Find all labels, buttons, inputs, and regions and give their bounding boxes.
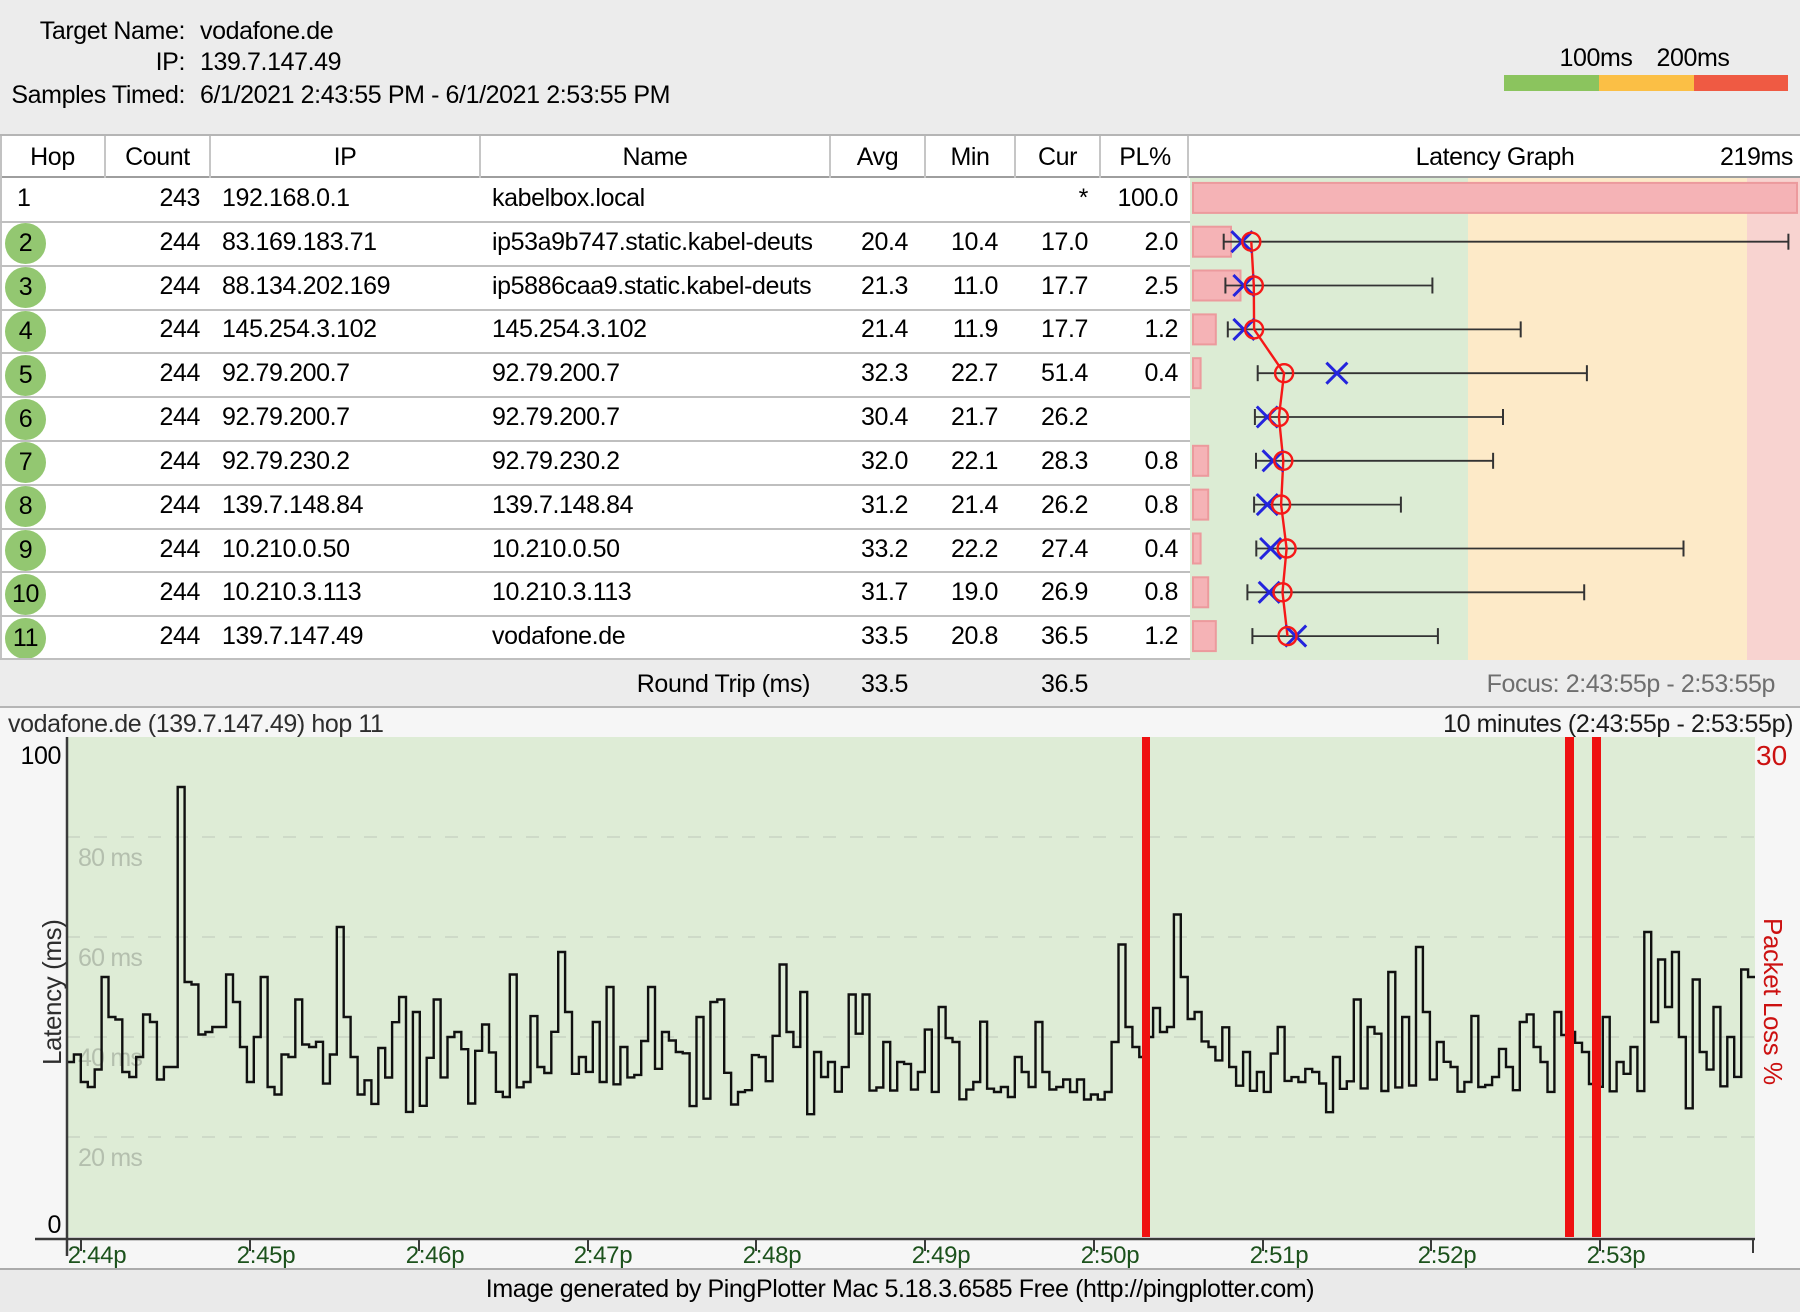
svg-text:80 ms: 80 ms: [78, 844, 142, 872]
svg-text:40 ms: 40 ms: [78, 1044, 142, 1072]
svg-text:60 ms: 60 ms: [78, 944, 142, 972]
svg-text:20 ms: 20 ms: [78, 1144, 142, 1172]
